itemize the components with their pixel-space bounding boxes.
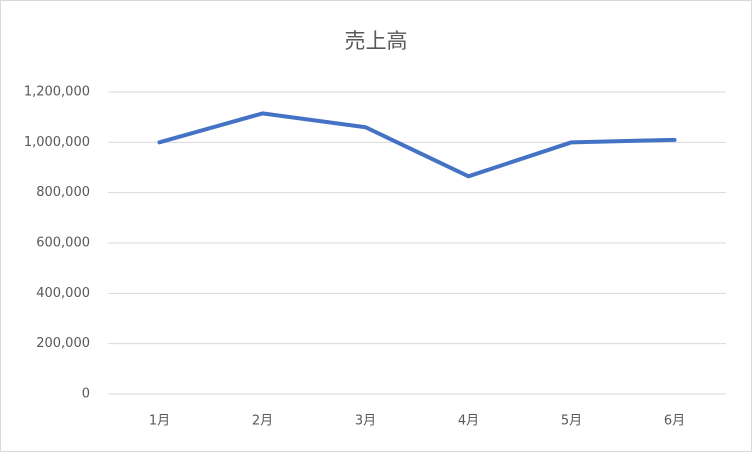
line-series (157, 111, 677, 179)
y-tick-label: 200,000 (36, 336, 90, 351)
x-tick-label: 2月 (252, 414, 273, 429)
x-tick-label: 4月 (458, 414, 479, 429)
x-tick-label: 1月 (149, 414, 170, 429)
x-tick-label: 6月 (664, 414, 685, 429)
y-tick-label: 1,000,000 (24, 135, 90, 150)
y-tick-label: 600,000 (36, 236, 90, 251)
chart-title: 売上高 (345, 29, 408, 53)
y-tick-label: 400,000 (36, 286, 90, 301)
y-tick-label: 1,200,000 (24, 85, 90, 100)
x-tick-label: 5月 (561, 414, 582, 429)
y-tick-label: 0 (82, 387, 90, 402)
y-tick-label: 800,000 (36, 185, 90, 200)
x-tick-label: 3月 (355, 414, 376, 429)
